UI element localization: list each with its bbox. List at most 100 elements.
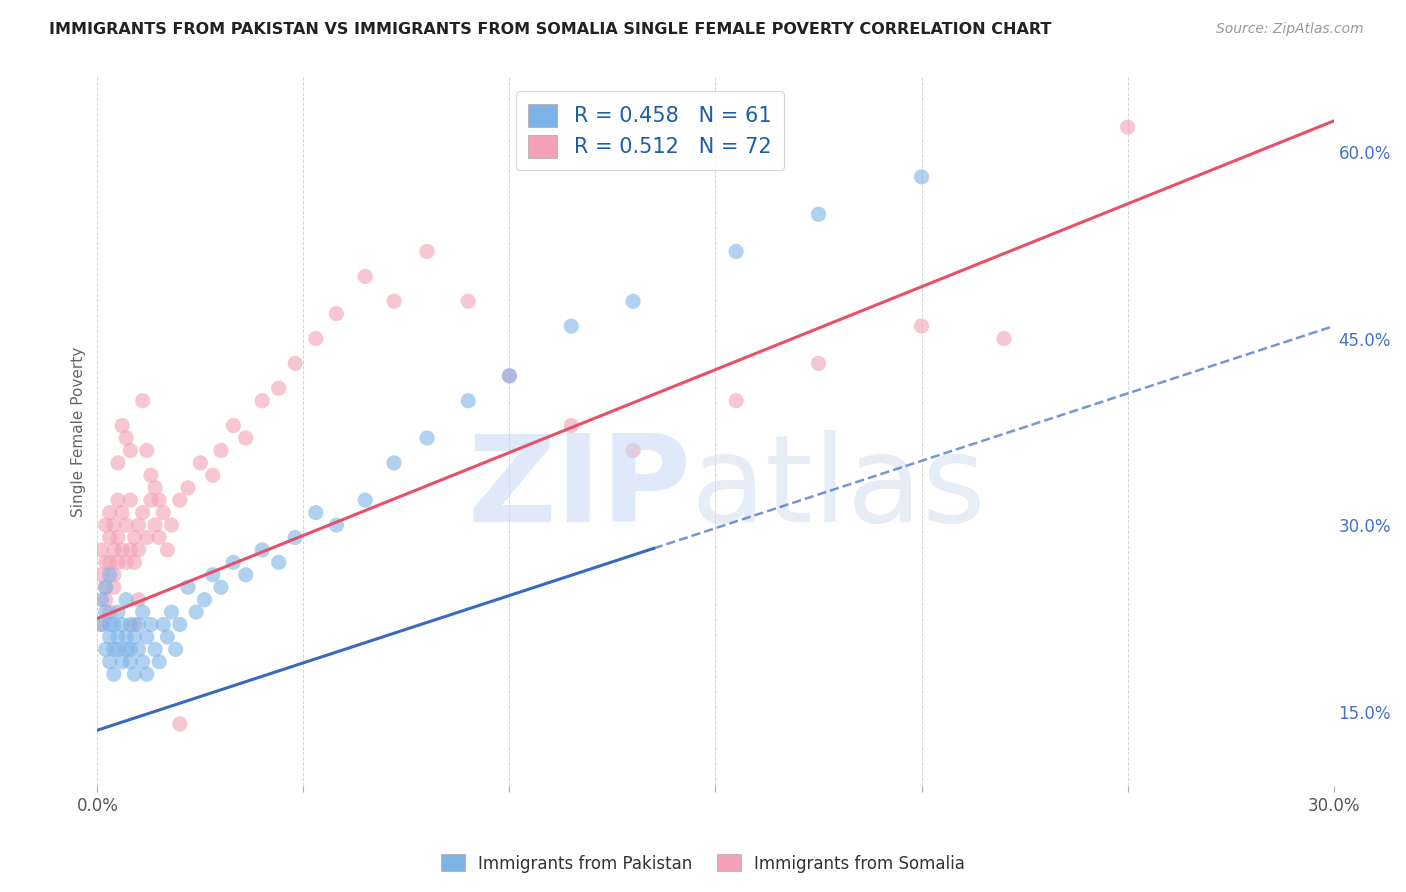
Point [235,431,257,445]
Point [120,443,142,458]
Point [124,531,146,545]
Point [103,580,125,594]
Point [621,443,644,458]
Point [120,617,142,632]
Point [120,542,142,557]
Point [910,319,932,334]
Point [111,418,134,433]
Point [115,431,138,445]
Point [90,617,112,632]
Point [135,531,157,545]
Point [148,531,170,545]
Point [325,518,347,533]
Point [498,368,520,383]
Point [90,567,112,582]
Point [354,269,377,284]
Point [235,567,257,582]
Point [325,307,347,321]
Legend: Immigrants from Pakistan, Immigrants from Somalia: Immigrants from Pakistan, Immigrants fro… [434,847,972,880]
Point [267,555,290,569]
Point [169,617,191,632]
Text: Source: ZipAtlas.com: Source: ZipAtlas.com [1216,22,1364,37]
Point [305,506,328,520]
Point [139,468,162,483]
Point [94,605,117,619]
Point [90,592,112,607]
Point [250,542,273,557]
Point [139,493,162,508]
Point [120,493,142,508]
Point [128,617,150,632]
Text: IMMIGRANTS FROM PAKISTAN VS IMMIGRANTS FROM SOMALIA SINGLE FEMALE POVERTY CORREL: IMMIGRANTS FROM PAKISTAN VS IMMIGRANTS F… [49,22,1052,37]
Point [186,605,208,619]
Point [143,642,166,657]
Point [120,655,142,669]
Point [124,617,146,632]
Point [94,555,117,569]
Point [103,518,125,533]
Point [107,555,129,569]
Point [103,617,125,632]
Point [560,418,582,433]
Point [284,356,307,370]
Point [621,294,644,309]
Point [103,642,125,657]
Point [128,518,150,533]
Point [94,518,117,533]
Point [103,542,125,557]
Point [131,605,153,619]
Point [98,506,121,520]
Point [94,580,117,594]
Point [169,493,191,508]
Point [156,630,179,644]
Point [107,642,129,657]
Y-axis label: Single Female Poverty: Single Female Poverty [72,347,86,517]
Point [354,493,377,508]
Point [250,393,273,408]
Point [560,319,582,334]
Point [1116,120,1139,135]
Point [103,667,125,681]
Point [94,642,117,657]
Point [135,667,157,681]
Point [124,630,146,644]
Point [94,580,117,594]
Point [107,456,129,470]
Point [148,655,170,669]
Point [107,493,129,508]
Point [98,567,121,582]
Text: ZIP: ZIP [467,430,690,547]
Point [222,555,245,569]
Point [457,393,479,408]
Point [498,368,520,383]
Point [107,605,129,619]
Point [152,506,174,520]
Point [177,481,200,495]
Point [111,655,134,669]
Point [98,617,121,632]
Point [143,481,166,495]
Point [139,617,162,632]
Point [90,617,112,632]
Point [115,642,138,657]
Point [177,580,200,594]
Point [156,542,179,557]
Point [222,418,245,433]
Point [90,542,112,557]
Point [143,518,166,533]
Point [201,468,224,483]
Point [165,642,187,657]
Point [115,555,138,569]
Point [152,617,174,632]
Point [725,393,748,408]
Point [98,555,121,569]
Point [807,207,830,221]
Point [193,592,215,607]
Point [725,244,748,259]
Point [910,169,932,184]
Point [209,443,232,458]
Point [416,431,439,445]
Point [267,381,290,395]
Point [103,567,125,582]
Point [115,630,138,644]
